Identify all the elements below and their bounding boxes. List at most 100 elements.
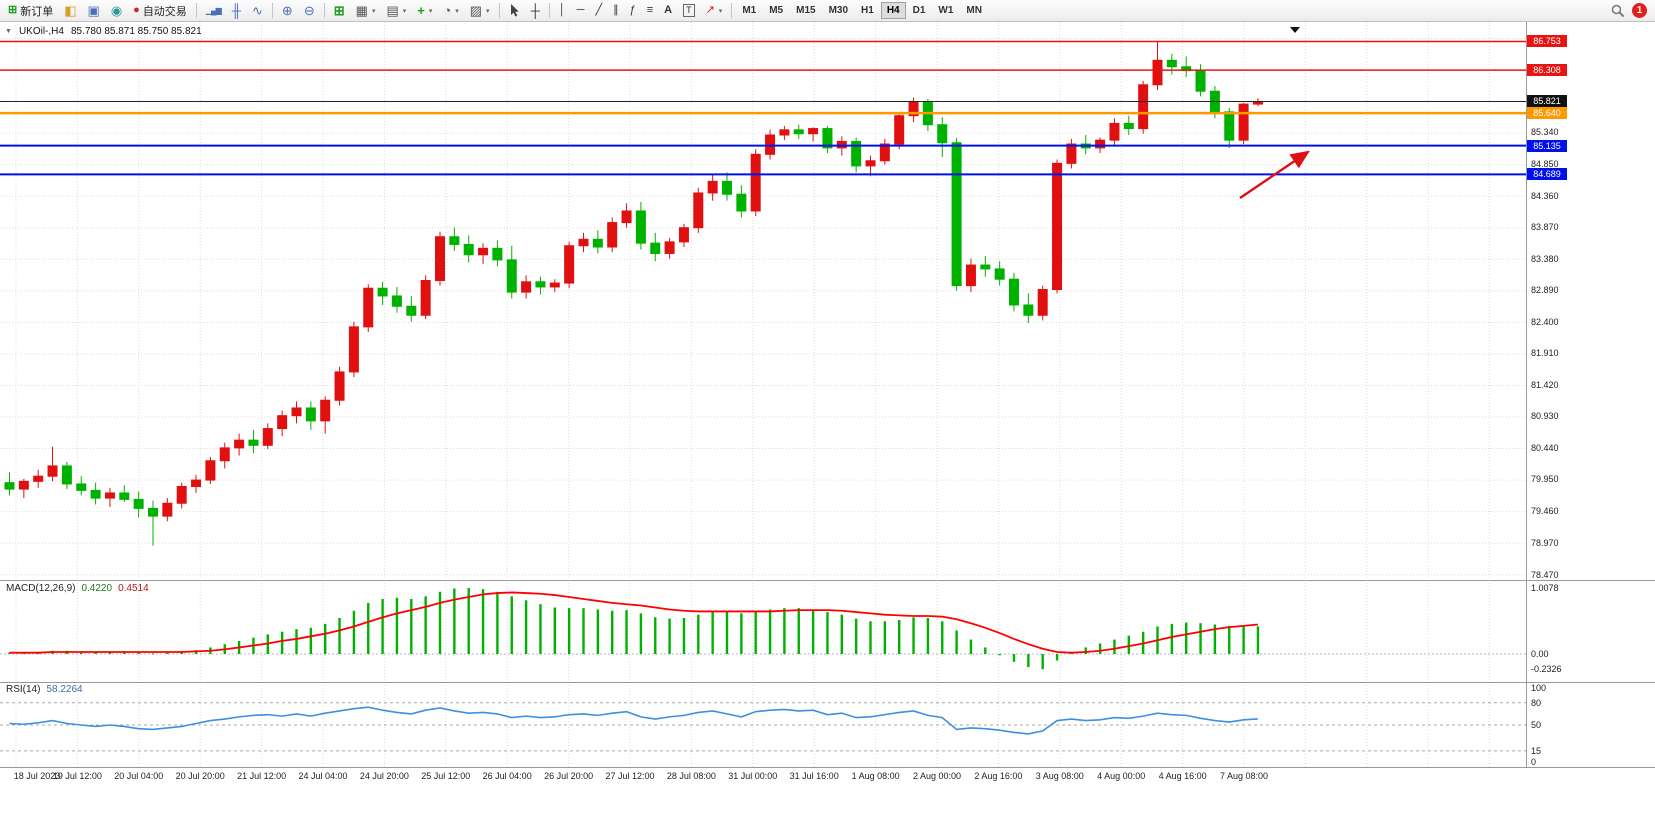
rsi-axis-label: 50 [1531,720,1542,730]
candlestick-mode-button[interactable]: ╫ [227,1,246,20]
time-axis-label: 26 Jul 04:00 [482,771,532,781]
cursor-button[interactable] [504,1,525,20]
objects-list-icon: ≡ [646,4,654,16]
chart-symbol-period: UKOil-,H4 [18,26,64,37]
crosshair-button[interactable]: ┼ [526,1,545,20]
chart-window: ▼ UKOil-,H4 85.780 85.871 85.750 85.821 … [0,22,1655,833]
rsi-panel-canvas[interactable] [0,682,1526,767]
line-chart-mode-button[interactable]: ∿ [247,1,268,20]
auto-trading-label: 自动交易 [142,5,187,18]
chevron-down-icon: ▾ [371,7,376,15]
time-axis-label: 31 Jul 00:00 [728,771,778,781]
time-axis-label: 2 Aug 16:00 [974,771,1023,781]
new-chart-icon: ▦ [355,3,368,18]
time-axis-label: 26 Jul 20:00 [544,771,594,781]
time-axis-label: 4 Aug 16:00 [1158,771,1207,781]
panel-divider[interactable] [0,580,1655,581]
rsi-line [9,706,1258,735]
tile-windows-button[interactable]: ⊞ [329,1,350,20]
panel-divider [0,767,1655,768]
new-order-button[interactable]: ⊞ 新订单 [3,1,58,20]
main-chart-canvas[interactable] [0,22,1526,580]
time-axis-label: 4 Aug 00:00 [1097,771,1146,781]
time-axis-label: 21 Jul 12:00 [237,771,287,781]
rsi-name: RSI(14) [6,684,41,695]
new-chart-button[interactable]: ▦ ▾ [351,1,381,20]
vertical-line-icon: │ [558,4,566,16]
new-order-icon: ⊞ [8,4,18,16]
macd-label: MACD(12,26,9) 0.4220 0.4514 [6,583,149,594]
text-tool-button[interactable]: A [659,1,677,20]
line-chart-icon: ∿ [252,3,263,18]
text-label-tool-button[interactable]: T [678,1,700,20]
shift-marker-icon[interactable] [1290,27,1300,33]
market-watch-button[interactable]: ◧ [59,1,81,20]
time-axis-label: 27 Jul 12:00 [605,771,655,781]
price-axis-label: 82.400 [1531,316,1559,327]
panel-divider[interactable] [0,682,1655,683]
timeframe-button-mn[interactable]: MN [960,2,988,19]
horizontal-line-tool-button[interactable]: ─ [572,1,590,20]
templates-button[interactable]: ▨ ▾ [465,1,495,20]
price-axis-label: 83.870 [1531,222,1559,233]
search-icon[interactable] [1611,4,1625,18]
timeframe-button-h1[interactable]: H1 [855,2,880,19]
trendline-tool-button[interactable]: ╱ [590,1,607,20]
indicators-button[interactable]: + ▾ [412,1,437,20]
toolbar: ⊞ 新订单 ◧ ▣ ◉ ● 自动交易 ▁▄▆ ╫ ∿ ⊕ ⊖ ⊞ ▦ ▾ ▤ ▾ +… [0,0,1655,22]
new-order-label: 新订单 [20,5,54,18]
price-axis-label: 84.850 [1531,158,1559,169]
channel-icon: ∥ [613,4,619,16]
arrows-tool-button[interactable]: ↗ ▾ [701,1,728,20]
macd-axis-label: 1.0078 [1531,582,1559,593]
main-grid [0,22,1526,580]
time-axis-label: 28 Jul 08:00 [666,771,716,781]
macd-panel-canvas[interactable] [0,580,1526,682]
chevron-down-icon: ▾ [402,7,407,15]
navigator-button[interactable]: ▣ [83,1,105,20]
bar-chart-icon: ▁▄▆ [205,5,222,15]
bar-chart-mode-button[interactable]: ▁▄▆ [201,1,226,20]
auto-trading-button[interactable]: ● 自动交易 [128,1,192,20]
zoom-in-icon: ⊕ [281,3,293,18]
collapse-arrow-icon[interactable]: ▼ [5,28,12,35]
channel-tool-button[interactable]: ∥ [608,1,624,20]
chevron-down-icon: ▾ [718,7,723,15]
time-axis-label: 3 Aug 08:00 [1035,771,1084,781]
toolbar-separator [731,3,733,18]
auto-trading-status-icon: ● [133,4,140,16]
fibonacci-tool-button[interactable]: ƒ [625,1,641,20]
crosshair-icon: ┼ [530,3,540,18]
objects-list-button[interactable]: ≡ [642,1,658,20]
rsi-axis-label: 0 [1531,757,1537,767]
time-axis-label: 25 Jul 12:00 [421,771,471,781]
timeframe-button-h4[interactable]: H4 [880,2,906,19]
zoom-in-button[interactable]: ⊕ [277,1,298,20]
toolbar-separator [323,3,325,18]
price-axis-border [1526,22,1527,767]
macd-axis-label: -0.2326 [1531,664,1562,675]
candles-layer [4,41,1263,546]
profiles-button[interactable]: ▤ ▾ [381,1,411,20]
zoom-out-button[interactable]: ⊖ [299,1,320,20]
vertical-line-tool-button[interactable]: │ [554,1,571,20]
navigator-icon: ▣ [87,3,100,18]
annotation-arrow[interactable] [1239,150,1310,199]
text-tool-icon: A [664,4,673,16]
toolbar-separator [498,3,500,18]
timeframe-button-d1[interactable]: D1 [907,2,932,19]
profiles-icon: ▤ [386,3,399,18]
terminal-button[interactable]: ◉ [106,1,127,20]
timeframe-button-w1[interactable]: W1 [932,2,959,19]
notification-badge[interactable]: 1 [1632,3,1647,18]
periods-button[interactable]: ◔ ▾ [438,1,463,20]
timeframe-button-m30[interactable]: M30 [823,2,854,19]
rsi-axis-label: 15 [1531,745,1542,756]
timeframe-button-m5[interactable]: M5 [763,2,789,19]
timeframe-button-m1[interactable]: M1 [736,2,762,19]
timeframe-button-m15[interactable]: M15 [790,2,821,19]
chevron-down-icon: ▾ [428,7,433,15]
toolbar-separator [271,3,273,18]
time-axis-label: 24 Jul 20:00 [359,771,409,781]
